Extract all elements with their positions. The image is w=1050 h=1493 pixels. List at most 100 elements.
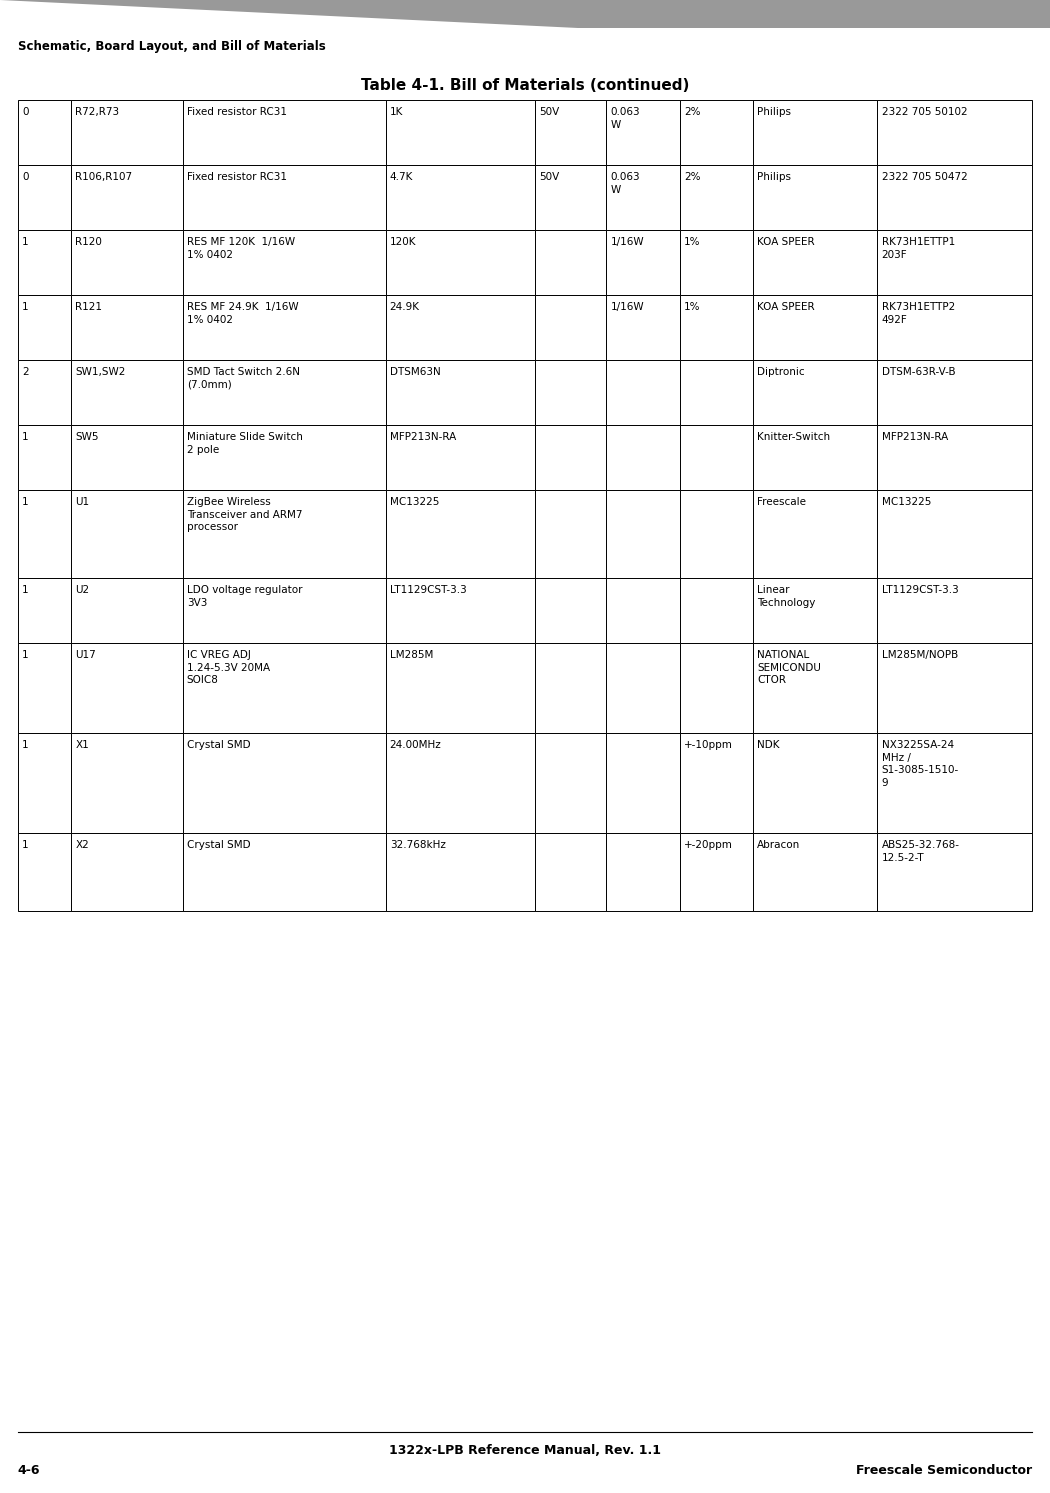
Text: 24.9K: 24.9K [390,303,420,312]
Text: +-20ppm: +-20ppm [684,841,733,851]
Bar [878,296,1032,360]
Bar [385,833,536,911]
Bar [679,733,753,833]
Bar [606,733,679,833]
Text: 1: 1 [22,741,28,751]
Bar [536,733,606,833]
Bar [536,578,606,643]
Text: NDK: NDK [757,741,780,751]
Text: NX3225SA-24
MHz /
S1-3085-1510-
9: NX3225SA-24 MHz / S1-3085-1510- 9 [882,741,959,788]
Text: LM285M: LM285M [390,651,433,660]
Text: MC13225: MC13225 [390,497,439,508]
Bar [679,643,753,733]
Text: Freescale Semiconductor: Freescale Semiconductor [856,1463,1032,1477]
Text: Crystal SMD: Crystal SMD [187,841,251,851]
Bar [606,166,679,230]
Bar [18,643,71,733]
Bar [18,166,71,230]
Text: 50V: 50V [540,107,560,118]
Bar [878,733,1032,833]
Text: MC13225: MC13225 [882,497,931,508]
Bar [878,360,1032,426]
Bar [606,360,679,426]
Bar [606,100,679,166]
Bar [878,426,1032,490]
Text: SW1,SW2: SW1,SW2 [76,367,126,378]
Bar [679,833,753,911]
Bar [536,360,606,426]
Bar [183,643,385,733]
Bar [18,360,71,426]
Text: KOA SPEER: KOA SPEER [757,303,815,312]
Bar [679,578,753,643]
Text: LDO voltage regulator
3V3: LDO voltage regulator 3V3 [187,585,302,608]
Text: 1/16W: 1/16W [610,237,644,248]
Text: MFP213N-RA: MFP213N-RA [390,433,456,442]
Bar [878,578,1032,643]
Text: 1: 1 [22,303,28,312]
Bar [183,733,385,833]
Bar [18,426,71,490]
Text: Crystal SMD: Crystal SMD [187,741,251,751]
Text: RK73H1ETTP2
492F: RK73H1ETTP2 492F [882,303,954,325]
Bar [878,100,1032,166]
Text: 1: 1 [22,585,28,596]
Bar [71,490,183,578]
Bar [606,296,679,360]
Bar [679,230,753,296]
Text: R106,R107: R106,R107 [76,173,132,182]
Bar [385,643,536,733]
Bar [71,100,183,166]
Text: 1322x-LPB Reference Manual, Rev. 1.1: 1322x-LPB Reference Manual, Rev. 1.1 [388,1444,662,1457]
Bar [679,426,753,490]
Bar [679,166,753,230]
Bar [18,296,71,360]
Text: IC VREG ADJ
1.24-5.3V 20MA
SOIC8: IC VREG ADJ 1.24-5.3V 20MA SOIC8 [187,651,270,685]
Text: 1K: 1K [390,107,403,118]
Bar [606,643,679,733]
Bar [385,296,536,360]
Text: 24.00MHz: 24.00MHz [390,741,441,751]
Text: +-10ppm: +-10ppm [684,741,733,751]
Bar [753,833,878,911]
Bar [385,578,536,643]
Bar [878,166,1032,230]
Bar [536,490,606,578]
Bar [753,643,878,733]
Text: R72,R73: R72,R73 [76,107,120,118]
Bar [878,230,1032,296]
Bar [183,833,385,911]
Bar [606,578,679,643]
Bar [536,166,606,230]
Bar [536,426,606,490]
Bar [878,643,1032,733]
Bar [536,230,606,296]
Text: X2: X2 [76,841,89,851]
Bar [183,296,385,360]
Text: R120: R120 [76,237,102,248]
Text: U1: U1 [76,497,89,508]
Bar [753,166,878,230]
Text: Fixed resistor RC31: Fixed resistor RC31 [187,173,287,182]
Text: Philips: Philips [757,107,792,118]
Text: 2%: 2% [684,107,700,118]
Text: 1: 1 [22,237,28,248]
Bar [71,733,183,833]
Bar [385,100,536,166]
Text: ZigBee Wireless
Transceiver and ARM7
processor: ZigBee Wireless Transceiver and ARM7 pro… [187,497,302,533]
Bar [753,578,878,643]
Text: 0.063
W: 0.063 W [610,107,639,130]
Text: Linear
Technology: Linear Technology [757,585,816,608]
Text: 1: 1 [22,433,28,442]
Text: 0.063
W: 0.063 W [610,173,639,196]
Text: Freescale: Freescale [757,497,806,508]
Text: 0: 0 [22,173,28,182]
Bar [18,490,71,578]
Text: RK73H1ETTP1
203F: RK73H1ETTP1 203F [882,237,954,260]
Bar [183,100,385,166]
Bar [183,426,385,490]
Text: Table 4-1. Bill of Materials (continued): Table 4-1. Bill of Materials (continued) [361,78,689,93]
Bar [385,360,536,426]
Bar [679,296,753,360]
Text: 4.7K: 4.7K [390,173,413,182]
